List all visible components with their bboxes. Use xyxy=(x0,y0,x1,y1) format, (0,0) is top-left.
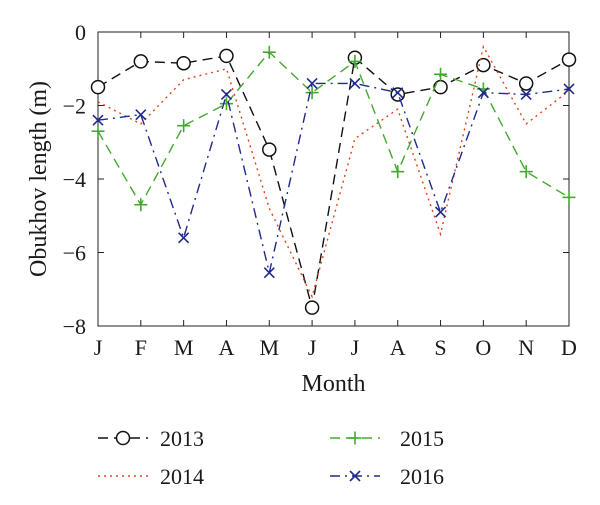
data-point-2015 xyxy=(219,97,233,111)
x-tick-label: A xyxy=(219,335,235,360)
data-point-2015 xyxy=(348,54,362,68)
data-point-2015 xyxy=(305,86,319,100)
data-point-2013 xyxy=(133,54,149,69)
legend: 2013 2014 2015 2016 xyxy=(98,426,444,489)
legend-marker xyxy=(348,431,362,445)
legend-item-2014: 2014 xyxy=(98,464,204,489)
data-point-2016 xyxy=(135,109,147,121)
legend-item-2013: 2013 xyxy=(98,426,204,451)
data-point-2016 xyxy=(220,88,233,101)
legend-label: 2014 xyxy=(160,464,204,489)
data-point-2013 xyxy=(433,79,448,95)
x-axis-label: Month xyxy=(301,371,365,397)
series-2013 xyxy=(90,48,577,315)
x-tick-label: O xyxy=(475,335,491,360)
y-axis: 0 −2 −4 −6 −8 xyxy=(63,20,569,339)
legend-marker xyxy=(115,430,131,446)
x-tick-label: M xyxy=(259,335,279,360)
legend-label: 2013 xyxy=(160,426,204,451)
data-point-2016 xyxy=(178,232,190,244)
legend-marker xyxy=(349,470,361,482)
data-point-2016 xyxy=(563,83,575,95)
data-point-2015 xyxy=(134,198,148,212)
x-tick-label: S xyxy=(434,335,446,360)
data-point-2015 xyxy=(391,165,405,179)
data-point-2015 xyxy=(519,165,533,179)
data-point-2016 xyxy=(349,77,361,90)
data-point-2015 xyxy=(434,67,448,81)
data-point-2013 xyxy=(476,57,491,73)
data-point-2013 xyxy=(304,300,320,315)
data-point-2013 xyxy=(176,55,191,71)
data-point-2013 xyxy=(219,48,234,64)
legend-item-2016: 2016 xyxy=(330,464,444,489)
data-point-2015 xyxy=(262,45,276,59)
x-tick-label: J xyxy=(94,335,103,360)
series-layer xyxy=(90,44,577,315)
data-point-2016 xyxy=(434,206,447,218)
x-tick-label: D xyxy=(561,335,577,360)
y-tick-label: 0 xyxy=(75,20,86,45)
y-tick-label: −2 xyxy=(63,94,86,119)
data-point-2016 xyxy=(520,88,532,101)
data-point-2016 xyxy=(263,267,275,279)
x-tick-label: M xyxy=(174,335,194,360)
x-tick-label: N xyxy=(518,335,534,360)
series-line-2014 xyxy=(97,44,570,299)
series-2014 xyxy=(97,44,570,299)
data-point-2015 xyxy=(91,124,105,138)
data-point-2016 xyxy=(92,114,104,126)
y-tick-label: −8 xyxy=(63,314,86,339)
x-tick-label: J xyxy=(351,335,360,360)
data-point-2015 xyxy=(177,119,191,133)
data-point-2015 xyxy=(562,190,576,204)
series-2016 xyxy=(92,77,575,279)
x-tick-label: J xyxy=(308,335,317,360)
series-2015 xyxy=(91,45,576,212)
data-point-2013 xyxy=(518,76,534,91)
data-point-2016 xyxy=(477,87,489,99)
data-point-2016 xyxy=(306,77,318,90)
data-point-2013 xyxy=(262,142,277,157)
y-tick-label: −6 xyxy=(63,241,86,266)
legend-label: 2015 xyxy=(400,426,444,451)
series-line-2015 xyxy=(97,51,570,207)
legend-label: 2016 xyxy=(400,464,444,489)
data-point-2013 xyxy=(390,87,405,102)
data-point-2016 xyxy=(392,87,404,99)
x-tick-label: F xyxy=(135,335,147,360)
y-axis-label: Obukhov length (m) xyxy=(26,81,52,277)
series-line-2016 xyxy=(97,82,570,273)
y-tick-label: −4 xyxy=(63,167,86,192)
data-point-2013 xyxy=(561,52,577,67)
series-line-2013 xyxy=(97,55,570,308)
legend-item-2015: 2015 xyxy=(330,426,444,451)
x-tick-label: A xyxy=(390,335,406,360)
data-point-2013 xyxy=(90,79,106,95)
